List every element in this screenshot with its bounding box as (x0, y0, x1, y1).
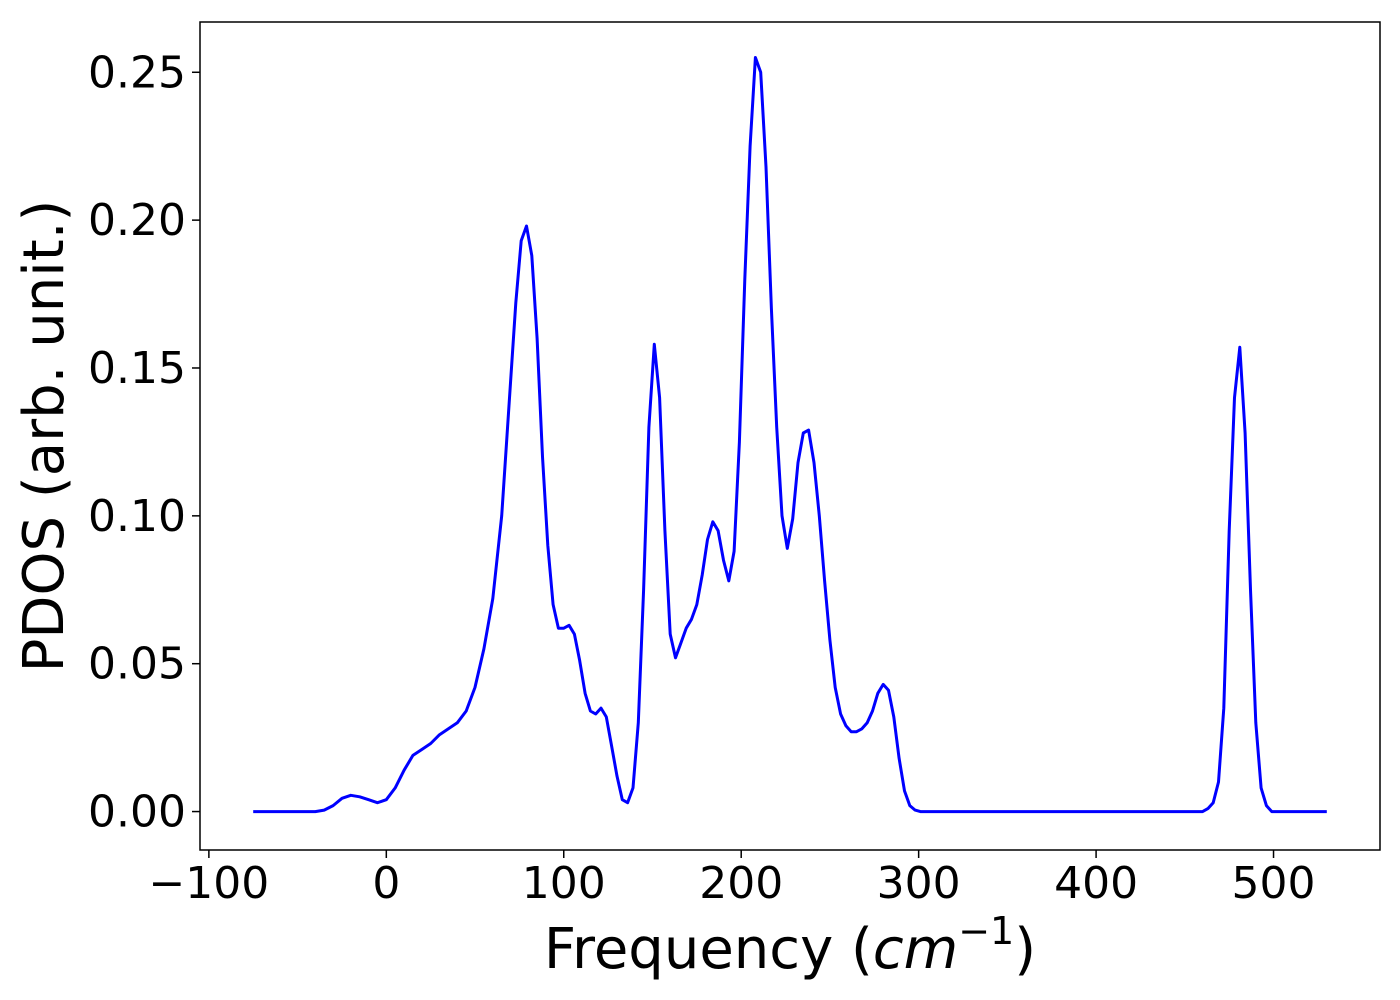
y-tick-label: 0.05 (88, 639, 186, 690)
x-tick-label: −100 (148, 858, 269, 909)
x-tick-label: 200 (699, 858, 783, 909)
y-tick-label: 0.25 (88, 47, 186, 98)
x-axis-label-unit: cm (873, 917, 958, 982)
y-tick-label: 0.20 (88, 195, 186, 246)
x-axis-label: Frequency (cm−1) (544, 909, 1036, 982)
x-axis-label-close: ) (1014, 917, 1036, 982)
y-axis-label: PDOS (arb. unit.) (12, 200, 77, 673)
y-axis-ticks: 0.00 0.05 0.10 0.15 0.20 0.25 (88, 47, 200, 838)
pdos-series-line (253, 56, 1327, 814)
x-tick-label: 100 (522, 858, 606, 909)
x-axis-label-exponent: −1 (958, 909, 1014, 953)
y-tick-label: 0.10 (88, 491, 186, 542)
x-axis-ticks: −100 0 100 200 300 400 500 (148, 850, 1316, 909)
plot-area (199, 21, 1381, 851)
x-tick-label: 300 (877, 858, 961, 909)
x-tick-label: 0 (372, 858, 400, 909)
x-tick-label: 500 (1232, 858, 1316, 909)
y-tick-label: 0.00 (88, 787, 186, 838)
y-tick-label: 0.15 (88, 343, 186, 394)
x-axis-label-text: Frequency ( (544, 917, 873, 982)
x-tick-label: 400 (1054, 858, 1138, 909)
